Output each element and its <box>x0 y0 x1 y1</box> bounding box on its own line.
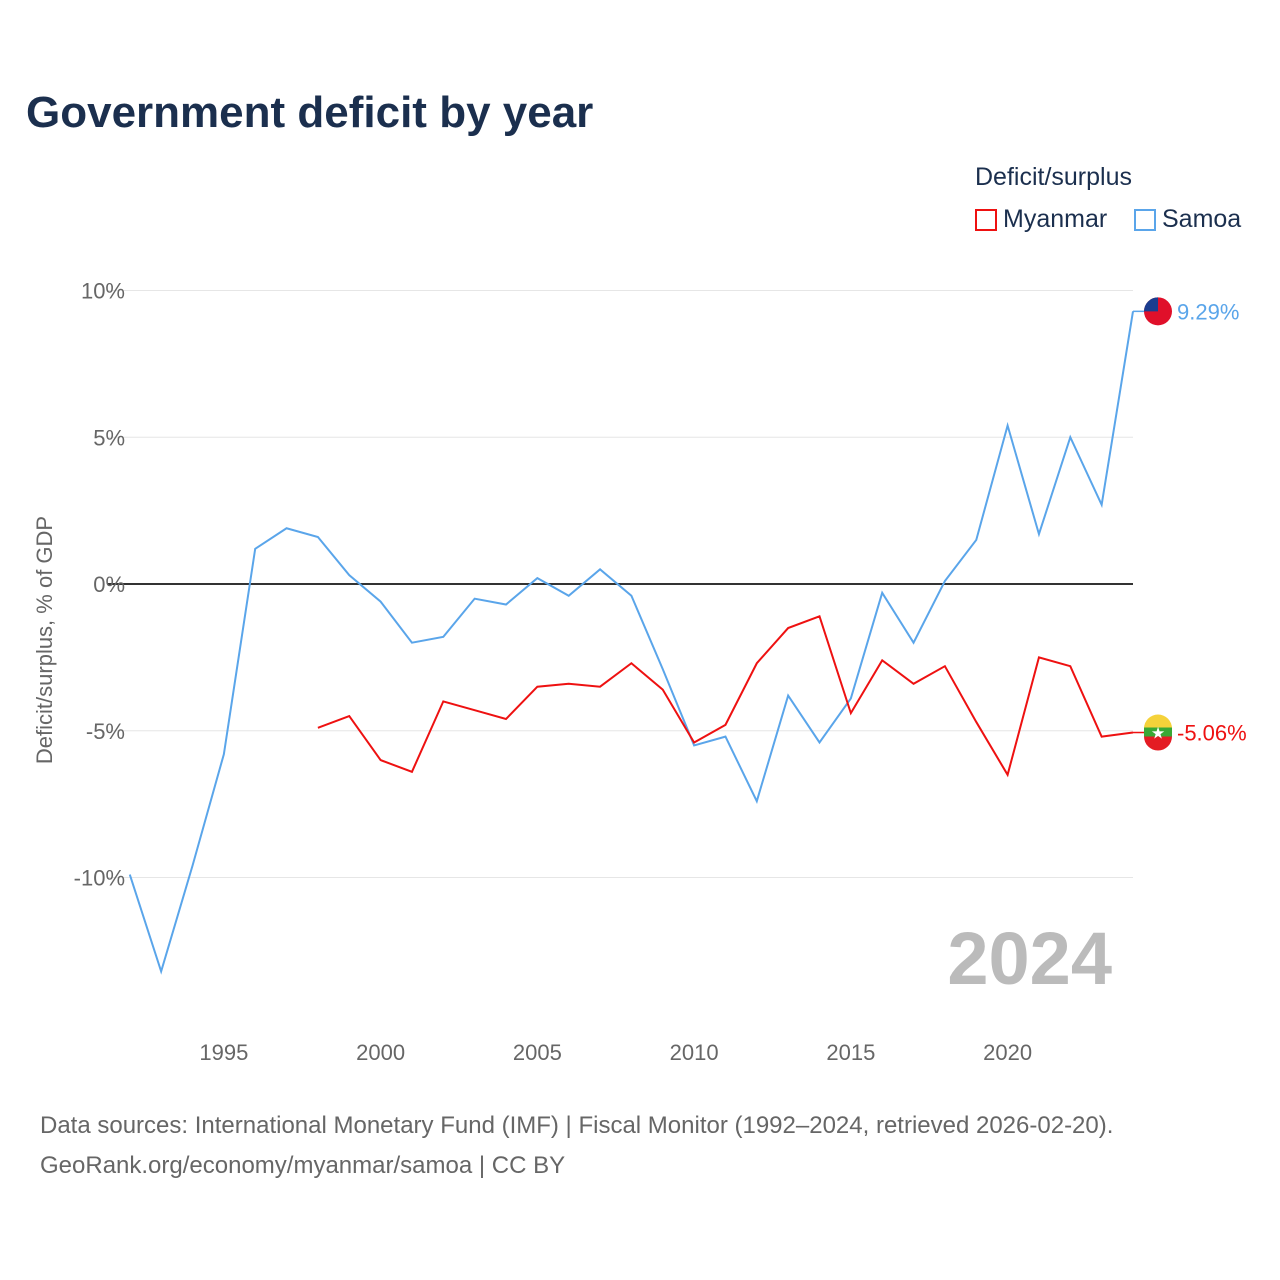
x-tick-label: 2020 <box>983 1040 1032 1065</box>
y-tick-label: 10% <box>81 279 125 304</box>
myanmar-flag-icon <box>1144 714 1172 729</box>
legend-swatch <box>1134 208 1156 231</box>
samoa-flag-canton <box>1144 297 1158 312</box>
x-tick-label: 2010 <box>670 1040 719 1065</box>
myanmar-flag-band <box>1144 727 1172 737</box>
legend-title: Deficit/surplus <box>975 163 1132 191</box>
y-tick-label: 5% <box>93 425 125 450</box>
y-tick-label: 0% <box>93 572 125 597</box>
x-tick-label: 2000 <box>356 1040 405 1065</box>
source-link[interactable]: GeoRank.org/economy/myanmar/samoa | CC B… <box>40 1152 566 1179</box>
x-tick-label: 2005 <box>513 1040 562 1065</box>
chart-title: Government deficit by year <box>26 88 594 137</box>
legend-item-myanmar[interactable]: Myanmar <box>975 205 1107 234</box>
y-tick-label: -10% <box>74 866 125 891</box>
legend-swatch <box>975 208 997 231</box>
y-tick-label: -5% <box>86 719 125 744</box>
y-axis-label: Deficit/surplus, % of GDP <box>32 516 57 764</box>
legend-label: Samoa <box>1162 205 1242 233</box>
x-tick-label: 1995 <box>199 1040 248 1065</box>
series-line-myanmar <box>317 614 1134 778</box>
series-line-samoa <box>128 311 1134 975</box>
end-value-label: -5.06% <box>1177 721 1247 746</box>
star-icon: ★ <box>1151 726 1165 743</box>
end-value-label: 9.29% <box>1177 299 1239 324</box>
source-note: Data sources: International Monetary Fun… <box>40 1106 1113 1186</box>
legend-item-samoa[interactable]: Samoa <box>1134 205 1241 234</box>
myanmar-flag-band <box>1144 736 1172 751</box>
source-line: Data sources: International Monetary Fun… <box>40 1112 1114 1139</box>
x-tick-label: 2015 <box>826 1040 875 1065</box>
year-watermark: 2024 <box>947 917 1112 1000</box>
legend-label: Myanmar <box>1003 205 1108 233</box>
